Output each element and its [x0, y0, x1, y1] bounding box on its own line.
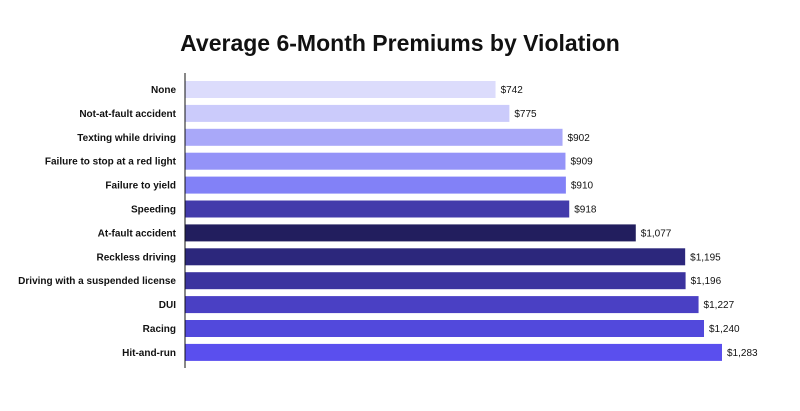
value-label: $1,227	[704, 300, 735, 311]
category-label: Hit-and-run	[122, 348, 176, 359]
value-label: $1,240	[709, 324, 740, 335]
bar-failure-to-yield	[185, 176, 566, 194]
bar-failure-to-stop-at-a-red-light	[185, 152, 566, 170]
category-label: Reckless driving	[97, 252, 176, 263]
category-label: Driving with a suspended license	[18, 276, 176, 287]
bar-speeding	[185, 200, 570, 218]
value-label: $902	[568, 133, 591, 144]
value-label: $1,283	[727, 348, 758, 359]
category-label: DUI	[159, 300, 176, 311]
category-label: At-fault accident	[98, 228, 177, 239]
category-label: Racing	[143, 324, 176, 335]
category-labels-group: None Not-at-fault accident Texting while d…	[18, 85, 176, 359]
value-label: $909	[570, 157, 593, 168]
category-label: None	[151, 85, 176, 96]
bar-texting-while-driving	[185, 128, 563, 146]
bar-not-at-fault-accident	[185, 104, 510, 122]
value-label: $1,196	[691, 276, 722, 287]
value-labels-group: $742 $775 $902 $909 $910 $918 $1,077 $1,195 $1,1…	[501, 85, 758, 359]
value-label: $775	[514, 109, 537, 120]
bars-group	[185, 81, 722, 361]
chart-title: Average 6-Month Premiums by Violation	[180, 30, 620, 56]
bar-at-fault-accident	[185, 224, 636, 242]
bar-hit-and-run	[185, 343, 722, 361]
bar-none	[185, 81, 496, 98]
category-label: Not-at-fault accident	[79, 109, 176, 120]
value-label: $742	[501, 85, 524, 96]
value-label: $910	[571, 181, 594, 192]
category-label: Failure to yield	[105, 181, 176, 192]
category-label: Failure to stop at a red light	[45, 157, 177, 168]
value-label: $1,195	[690, 252, 721, 263]
bar-racing	[185, 320, 705, 337]
bar-reckless-driving	[185, 248, 686, 266]
category-label: Texting while driving	[77, 133, 176, 144]
value-label: $918	[574, 205, 597, 216]
bar-driving-with-a-suspended-license	[185, 272, 686, 290]
value-label: $1,077	[641, 228, 672, 239]
bar-dui	[185, 296, 699, 314]
category-label: Speeding	[131, 205, 176, 216]
